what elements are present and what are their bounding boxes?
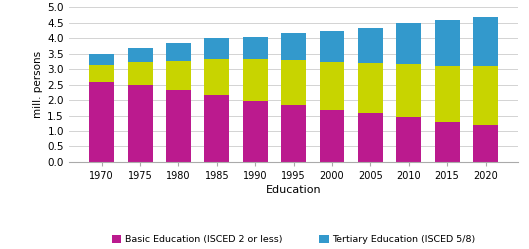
Bar xyxy=(435,122,460,162)
Bar xyxy=(358,63,383,113)
Bar xyxy=(127,62,152,85)
Bar xyxy=(358,113,383,162)
Bar xyxy=(435,65,460,122)
Bar xyxy=(396,23,421,64)
Bar xyxy=(396,64,421,117)
Legend: Basic Education (ISCED 2 or less), Upper secondary Education (ISCED 3/4), Tertia: Basic Education (ISCED 2 or less), Upper… xyxy=(108,231,479,249)
Y-axis label: mill. persons: mill. persons xyxy=(33,51,43,118)
Bar xyxy=(204,59,229,95)
Bar xyxy=(89,82,114,162)
Bar xyxy=(166,90,191,162)
Bar xyxy=(89,54,114,65)
Bar xyxy=(281,105,306,162)
Bar xyxy=(127,48,152,62)
Bar xyxy=(320,62,344,110)
Bar xyxy=(281,33,306,60)
Bar xyxy=(204,38,229,59)
Bar xyxy=(435,20,460,65)
Bar xyxy=(281,60,306,105)
Bar xyxy=(89,65,114,82)
Bar xyxy=(358,28,383,63)
Bar xyxy=(243,59,268,101)
Bar xyxy=(243,101,268,162)
Bar xyxy=(320,31,344,62)
Bar xyxy=(127,85,152,162)
Bar xyxy=(396,117,421,162)
Bar xyxy=(473,125,498,162)
Bar xyxy=(473,17,498,66)
Bar xyxy=(320,110,344,162)
Bar xyxy=(166,43,191,61)
X-axis label: Education: Education xyxy=(266,185,322,195)
Bar xyxy=(204,95,229,162)
Bar xyxy=(243,37,268,59)
Bar xyxy=(473,66,498,125)
Bar xyxy=(166,61,191,90)
